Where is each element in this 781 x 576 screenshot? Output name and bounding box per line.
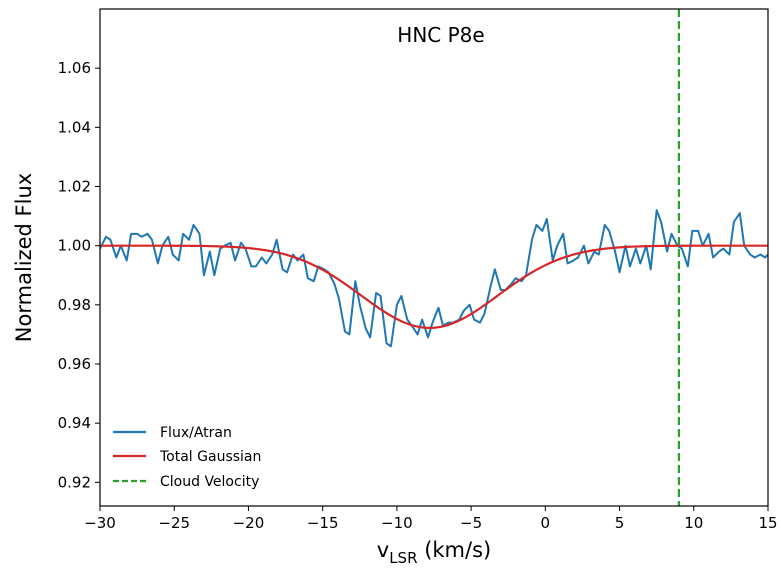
y-tick-label: 1.04 [58,118,91,136]
series-layer [100,9,768,506]
x-tick-label: −25 [158,514,190,532]
x-axis-label-main: v [377,538,389,562]
legend: Flux/Atran Total Gaussian Cloud Velocity [113,425,261,490]
x-tick-label: 0 [541,514,551,532]
series-total-gaussian-line [100,244,768,330]
x-tick-label: −15 [307,514,339,532]
x-axis-label: vLSR (km/s) [377,538,491,567]
series-flux-atran-line [100,209,768,348]
y-axis-label: Normalized Flux [12,173,36,342]
x-axis-label-unit: (km/s) [418,538,492,562]
y-tick-label: 1.06 [58,59,91,77]
x-tick-label: −30 [84,514,116,532]
x-tick-label: −5 [460,514,482,532]
x-tick-label: −10 [381,514,413,532]
y-tick-label: 0.94 [58,414,91,432]
y-tick-label: 1.02 [58,178,91,196]
y-tick-label: 1.00 [58,237,91,255]
y-tick-label: 0.96 [58,355,91,373]
legend-label-flux-atran: Flux/Atran [160,425,232,441]
plot-frame [99,8,769,507]
legend-label-total-gaussian: Total Gaussian [159,449,261,465]
x-axis-label-sub: LSR [389,549,417,567]
axis-ticks: −30 −25 −20 −15 −10 −5 0 5 10 15 0.92 0.94 0.96 0.98 1… [58,59,778,532]
chart-title: HNC P8e [397,23,484,47]
y-tick-label: 0.92 [58,473,91,491]
y-tick-label: 0.98 [58,296,91,314]
x-tick-label: 15 [758,514,777,532]
x-tick-label: 5 [615,514,625,532]
x-tick-label: −20 [233,514,265,532]
legend-label-cloud-velocity: Cloud Velocity [160,474,259,490]
x-tick-label: 10 [684,514,703,532]
